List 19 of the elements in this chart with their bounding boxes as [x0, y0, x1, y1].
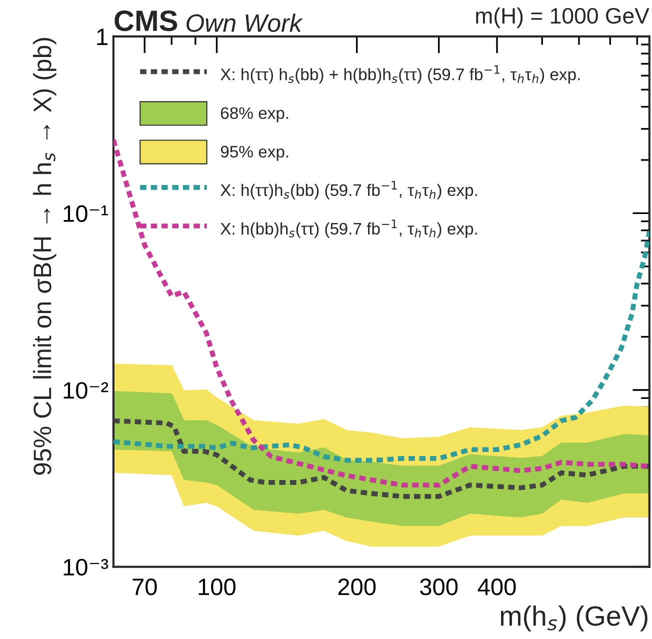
chart-subtitle: Own Work: [186, 14, 303, 32]
text: X: h(ττ) h$_{s}$(bb) + h(bb)h$_{s}$(ττ) (59.7 fb$^{−1}$, τ$_{h}$τ$_{h}$) exp.: [220, 65, 580, 84]
y-tick-label: 10⁻¹: [64, 205, 108, 222]
x-axis-title: m(h$_{s}$) (GeV): [500, 605, 648, 632]
x-tick-label: 70: [132, 578, 157, 596]
legend-label: 95% exp.: [220, 146, 288, 161]
text: X: h(bb)h$_{s}$(ττ) (59.7 fb$^{−1}$, τ$_{h}$τ$_{h}$) exp.: [220, 220, 477, 238]
chart-title: CMS: [114, 10, 178, 32]
y-axis-title: 95% CL limit on σB(H → h h$_{s}$ → X) (pb): [32, 38, 56, 475]
text: m(H) = 1000 GeV: [476, 7, 650, 28]
x-tick-label: 200: [338, 578, 376, 596]
y-tick-label: 1: [97, 28, 108, 45]
y-tick-label: 10⁻²: [64, 382, 108, 399]
x-tick-label: 100: [198, 578, 236, 596]
legend-label: 68% exp.: [220, 107, 288, 122]
x-tick-label: 400: [478, 578, 516, 596]
x-tick-label: 300: [420, 578, 458, 596]
y-tick-label: 10⁻³: [64, 558, 108, 576]
text: X: h(ττ)h$_{s}$(bb) (59.7 fb$^{−1}$, τ$_{h}$τ$_{h}$) exp.: [220, 181, 477, 200]
